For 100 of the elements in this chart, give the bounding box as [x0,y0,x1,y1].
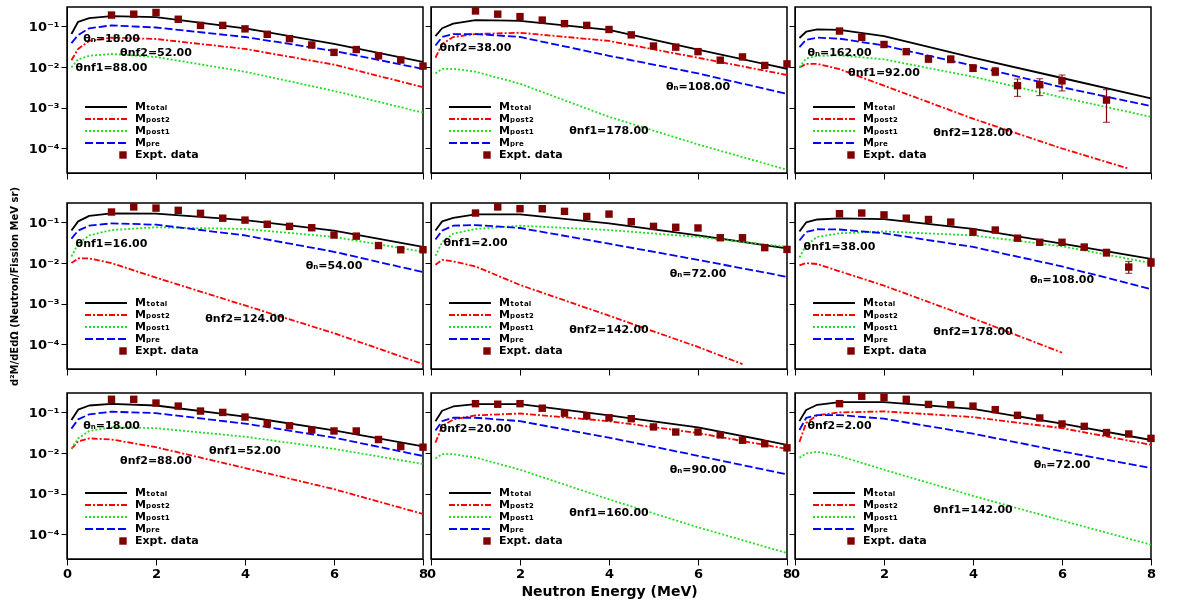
annotation: θₙ=162.00 [807,45,872,59]
y-tick-label: 10⁻¹ [28,404,60,420]
x-tick-label: 6 [329,565,340,581]
annotation: θnf2=124.00 [205,312,286,326]
point [560,409,569,417]
annotation: θₙ=108.00 [665,80,731,94]
point [538,404,546,412]
point [880,393,888,402]
legend-label: Mₜₒₜₐₗ [135,100,168,113]
y-tick-label: 10⁻¹ [28,214,60,230]
legend-label: Mₚₒₛₜ₂ [499,498,535,511]
legend-label: Mₚᵣₑ [135,522,160,535]
legend-label: Mₚᵣₑ [499,332,524,345]
legend-label: Mₚᵣₑ [499,136,524,149]
legend-label: Mₚᵣₑ [135,332,160,345]
point [605,25,613,34]
point [694,428,702,436]
legend-label: Mₚₒₛₜ₁ [499,124,535,137]
y-tick-label: 10⁻¹ [28,18,60,34]
annotation: θnf1=142.00 [933,502,1014,516]
point [947,218,955,226]
point [516,399,524,408]
point [174,402,182,410]
y-tick-label: 10⁻⁴ [28,141,60,156]
x-tick-label: 4 [240,565,251,581]
legend-label: Mₜₒₜₐₗ [863,296,896,309]
point [1147,434,1155,443]
annotation: θnf2=128.00 [933,125,1014,139]
point [107,208,116,216]
point [516,205,524,213]
x-tick-label: 0 [790,565,801,581]
point [672,428,680,436]
annotation: θₙ=18.00 [83,418,141,432]
legend-label: Mₚᵣₑ [499,522,524,535]
point [783,245,791,254]
legend-label: Expt. data [863,344,927,357]
legend-label: Expt. data [135,344,199,357]
annotation: θnf1=52.00 [209,443,282,457]
legend-label: Expt. data [135,534,199,547]
point [716,431,724,439]
point [694,47,702,56]
point [330,427,338,435]
annotation: θnf1=16.00 [75,237,148,251]
legend-label: Expt. data [135,148,199,161]
point [152,399,160,407]
annotation: θₙ=108.00 [1029,273,1095,287]
y-tick-label: 10⁻³ [28,486,60,502]
point [738,53,747,61]
line-series [70,222,423,274]
point [1013,234,1022,242]
point [1058,420,1066,428]
point [419,246,427,254]
point [330,48,338,57]
point [330,231,338,239]
annotation: θnf1=2.00 [443,235,508,249]
point [538,16,546,24]
legend-label: Mₚₒₛₜ₁ [499,510,535,523]
point [419,62,427,70]
legend-label: Mₚₒₛₜ₂ [863,112,899,125]
x-tick-label: 8 [1146,565,1157,581]
annotation: θnf2=178.00 [933,325,1014,339]
annotation: θnf2=38.00 [439,41,512,55]
point [397,56,405,64]
point [1036,414,1044,422]
annotation: θₙ=90.00 [669,462,727,476]
x-tick-label: 6 [1057,565,1068,581]
point [858,209,866,217]
point [308,41,316,49]
y-tick-label: 10⁻⁴ [28,527,60,542]
point [494,203,502,211]
legend-label: Mₚₒₛₜ₂ [863,498,899,511]
point [783,60,791,68]
point [130,10,138,18]
point [649,42,658,50]
legend-label: Mₚₒₛₜ₂ [499,308,535,321]
point [419,443,427,451]
legend-label: Mₚᵣₑ [863,522,888,535]
legend-label: Mₚₒₛₜ₂ [499,112,535,125]
legend-label: Mₜₒₜₐₗ [499,100,532,113]
x-tick-label: 0 [62,565,73,581]
point [308,426,316,434]
point [627,31,635,39]
legend-label: Mₚᵣₑ [863,136,888,149]
y-tick-label: 10⁻² [28,59,60,75]
x-tick-label: 2 [879,565,890,581]
point [471,209,480,217]
legend-label: Mₜₒₜₐₗ [499,486,532,499]
annotation: θnf2=88.00 [120,454,193,468]
point [605,414,613,422]
point [880,211,888,219]
y-tick-label: 10⁻² [28,445,60,461]
legend-label: Mₜₒₜₐₗ [863,486,896,499]
x-tick-label: 4 [604,565,615,581]
legend-label: Expt. data [499,344,563,357]
annotation: θₙ=72.00 [1033,458,1091,472]
annotation: θnf1=88.00 [75,61,148,74]
legend-label: Expt. data [863,148,927,161]
legend-label: Mₜₒₜₐₗ [135,486,168,499]
point [716,56,724,64]
annotation: θₙ=72.00 [669,266,727,280]
